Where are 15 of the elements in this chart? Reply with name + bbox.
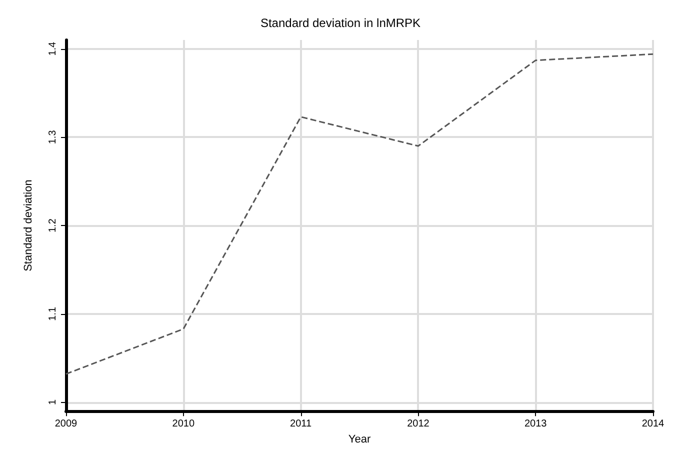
- y-tick-label: 1.2: [48, 218, 58, 233]
- y-tick-label: 1.3: [48, 130, 58, 144]
- x-tick-label: 2014: [642, 418, 665, 430]
- line-series: [65, 53, 654, 375]
- y-tick-label: 1.4: [48, 41, 58, 56]
- x-tick-label: 2010: [172, 418, 195, 430]
- y-tick-label: 1: [48, 399, 58, 406]
- x-tick-label: 2012: [407, 418, 430, 430]
- x-tick-label: 2011: [290, 418, 312, 430]
- y-tick-label: 1.1: [48, 306, 58, 321]
- x-tick-label: 2013: [524, 418, 548, 430]
- y-axis-title: Standard deviation: [22, 180, 34, 272]
- chart-title: Standard deviation in lnMRPK: [260, 16, 421, 30]
- x-tick-label: 2009: [54, 418, 78, 430]
- x-axis-title: Year: [348, 434, 371, 446]
